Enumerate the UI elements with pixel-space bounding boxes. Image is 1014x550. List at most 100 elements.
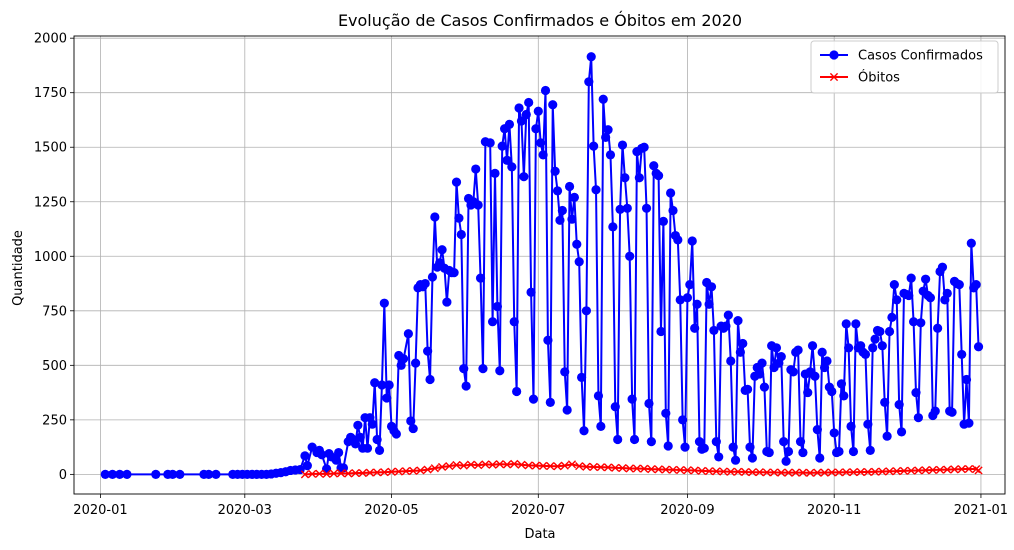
data-point (581, 306, 592, 316)
data-point (629, 434, 640, 445)
data-point (504, 119, 515, 129)
data-point (957, 349, 967, 360)
data-point (747, 453, 758, 463)
data-point (649, 161, 659, 171)
legend-entry: Óbitos (820, 70, 900, 86)
data-point (409, 466, 418, 475)
data-point (524, 97, 534, 108)
data-point (423, 465, 432, 474)
data-point (690, 466, 699, 475)
data-point (459, 363, 469, 374)
data-point (533, 106, 543, 116)
data-point (526, 287, 536, 297)
data-point (673, 235, 683, 245)
data-point (705, 467, 714, 476)
data-point (784, 468, 793, 477)
data-point (666, 188, 676, 198)
data-point (596, 421, 606, 431)
data-point (762, 468, 771, 477)
data-point (950, 465, 959, 474)
data-point (107, 469, 118, 479)
axis-ticks: 2020-01 2020-03 2020-05 2020-07 2020-09 2020-… (34, 32, 1008, 518)
data-point (795, 437, 806, 447)
data-point (656, 326, 666, 337)
legend-label: Óbitos (858, 70, 900, 86)
data-point (925, 293, 936, 303)
data-point (661, 408, 671, 418)
data-point (759, 382, 770, 392)
data-point (668, 205, 678, 216)
data-point (865, 445, 875, 455)
data-point (933, 323, 943, 333)
data-point (550, 166, 560, 176)
data-point (353, 420, 363, 430)
data-point (317, 450, 327, 460)
data-point (798, 468, 808, 477)
data-point (841, 319, 851, 329)
data-point (849, 468, 858, 477)
data-point (521, 109, 531, 120)
x-tick-label: 2020-05 (364, 503, 418, 518)
data-point (302, 461, 312, 471)
data-point (783, 446, 794, 457)
data-point (454, 213, 464, 223)
data-point (653, 170, 664, 181)
data-point (512, 386, 522, 397)
data-point (475, 273, 486, 283)
data-point (906, 273, 916, 283)
y-axis-label: Quantidade (11, 230, 26, 306)
data-point (914, 466, 923, 475)
data-point (721, 321, 731, 331)
data-point (877, 341, 887, 351)
data-point (687, 236, 697, 246)
data-point (812, 425, 822, 435)
data-point (880, 397, 890, 407)
data-point (603, 463, 613, 472)
data-point (408, 423, 418, 434)
data-point (916, 318, 926, 328)
data-point (848, 446, 859, 457)
data-point (175, 469, 185, 479)
data-point (569, 192, 579, 202)
data-point (870, 467, 880, 476)
data-point (548, 100, 558, 110)
data-point (741, 467, 750, 477)
data-point (589, 462, 598, 472)
data-point (868, 343, 878, 353)
data-point (779, 437, 789, 447)
data-point (974, 466, 983, 475)
x-tick-label: 2020-01 (73, 503, 127, 518)
data-point (625, 251, 635, 261)
data-point (451, 177, 462, 187)
data-point (634, 173, 644, 183)
data-point (350, 439, 361, 449)
data-point (935, 465, 945, 474)
data-point (947, 407, 957, 417)
data-point (591, 185, 601, 195)
y-tick-label: 500 (42, 359, 67, 374)
data-point (777, 468, 786, 477)
data-point (704, 299, 714, 309)
data-point (445, 461, 454, 471)
data-point (545, 397, 555, 407)
data-point (908, 317, 919, 327)
data-point (538, 150, 548, 160)
data-point (680, 442, 690, 452)
data-point (300, 470, 310, 479)
data-point (742, 384, 753, 394)
data-point (807, 341, 818, 351)
data-point (331, 455, 341, 465)
data-point (892, 295, 902, 305)
data-point (122, 469, 132, 479)
data-point (730, 455, 741, 465)
data-point (781, 456, 791, 466)
y-tick-label: 0 (59, 468, 67, 483)
data-point (632, 464, 642, 473)
y-tick-label: 1000 (34, 250, 67, 265)
data-point (878, 467, 887, 476)
data-point (572, 239, 582, 249)
data-point (709, 325, 719, 336)
data-point (764, 447, 774, 458)
series-confirmed-cases (100, 52, 984, 479)
